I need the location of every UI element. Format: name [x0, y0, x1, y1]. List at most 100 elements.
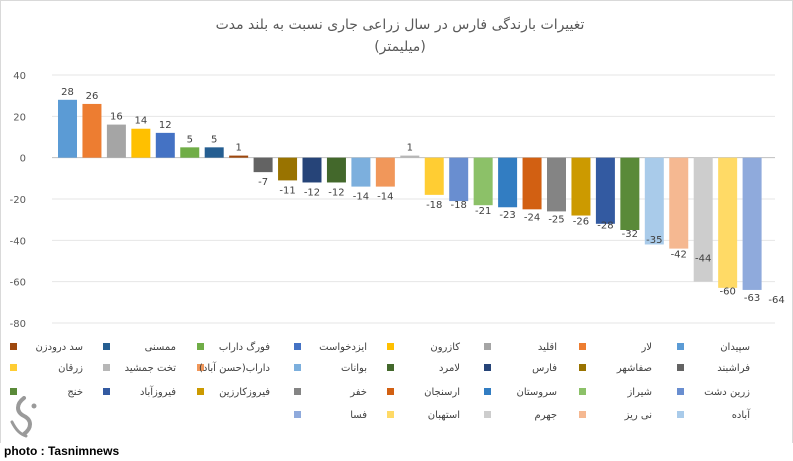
- bar: [82, 103, 102, 158]
- data-label: -21: [475, 206, 491, 217]
- y-tick-label: -20: [10, 195, 26, 206]
- legend-entry: ایزدخواست: [294, 342, 367, 353]
- bar: [620, 157, 640, 230]
- y-tick-label: -40: [10, 236, 26, 247]
- legend: سپیدان لار اقلید کازرون ایزدخواست فورگ داراب م…: [10, 340, 751, 421]
- legend-swatch: [677, 388, 684, 395]
- legend-swatch: [103, 343, 110, 350]
- legend-swatch: [579, 364, 586, 371]
- legend-entry: اقلید: [484, 342, 557, 353]
- legend-swatch: [10, 388, 17, 395]
- bar: [302, 157, 322, 183]
- legend-entry: جهرم: [484, 410, 557, 421]
- bar: [742, 157, 762, 290]
- data-label: -18: [451, 200, 467, 211]
- legend-label: خنج: [67, 387, 83, 398]
- bar: [400, 155, 420, 158]
- legend-label: فراشبند: [717, 363, 750, 374]
- bar: [498, 157, 518, 208]
- legend-entry: کازرون: [387, 342, 460, 353]
- legend-swatch: [103, 388, 110, 395]
- legend-entry: لار: [579, 342, 652, 353]
- legend-entry: سپیدان: [677, 342, 750, 353]
- legend-entry: زرین دشت: [677, 387, 750, 398]
- legend-entry: فارس: [484, 363, 557, 374]
- legend-swatch: [387, 343, 394, 350]
- legend-entry: لامرد: [387, 363, 460, 374]
- data-labels: 28 26 16 14 12 5 5 1 -7 -11 -12 -12 -14 -14 1 -18 -18 -21…: [61, 87, 785, 306]
- legend-swatch: [579, 343, 586, 350]
- bar: [718, 157, 738, 288]
- photo-credit-bar: photo : Tasnimnews: [0, 443, 793, 461]
- legend-entry: آباده: [677, 408, 751, 421]
- legend-swatch: [197, 343, 204, 350]
- data-label: -7: [258, 177, 268, 188]
- y-axis-ticks: 40 20 0 -20 -40 -60 -80: [10, 71, 26, 330]
- data-label: 5: [187, 134, 193, 145]
- legend-swatch: [484, 388, 491, 395]
- legend-entry: داراب(حسن آباد): [197, 361, 270, 374]
- legend-swatch: [484, 343, 491, 350]
- chart-subtitle: (میلیمتر): [374, 39, 426, 55]
- data-label: 16: [110, 112, 123, 123]
- data-label: -42: [671, 249, 687, 260]
- legend-label: زرقان: [58, 363, 83, 374]
- legend-label: کازرون: [430, 342, 460, 353]
- legend-label: سد درودزن: [35, 342, 83, 353]
- data-label: -23: [499, 210, 515, 221]
- bar: [669, 157, 689, 249]
- data-label: 26: [86, 91, 99, 102]
- data-label: -28: [597, 221, 613, 232]
- y-tick-label: 20: [13, 112, 26, 123]
- legend-entry: ارسنجان: [387, 387, 460, 398]
- bar: [278, 157, 298, 181]
- data-label: -14: [377, 192, 393, 203]
- legend-label: فورگ داراب: [219, 340, 270, 353]
- bar: [326, 157, 346, 183]
- legend-entry: صفاشهر: [579, 363, 652, 374]
- legend-entry: ممسنی: [103, 342, 176, 353]
- legend-swatch: [294, 364, 301, 371]
- legend-entry: فیروزآباد: [103, 385, 176, 398]
- legend-label: شیراز: [626, 387, 652, 398]
- legend-swatch: [10, 343, 17, 350]
- tasnim-logo-watermark: [10, 396, 37, 438]
- legend-label: فارس: [532, 363, 557, 374]
- data-label: -26: [573, 216, 589, 227]
- legend-entry: فورگ داراب: [197, 340, 270, 353]
- data-label: -18: [426, 200, 442, 211]
- legend-swatch: [387, 364, 394, 371]
- legend-label: بوانات: [341, 363, 367, 374]
- legend-entry: استهبان: [387, 410, 460, 421]
- bar: [693, 157, 713, 282]
- legend-label: زرین دشت: [704, 387, 750, 398]
- legend-entry: خنج: [10, 387, 83, 398]
- bar: [155, 132, 175, 158]
- data-label: -32: [622, 229, 638, 240]
- legend-entry: فیروزکارزین: [197, 387, 270, 398]
- legend-label: سپیدان: [720, 342, 750, 353]
- bar: [351, 157, 371, 187]
- legend-entry: زرقان: [10, 363, 83, 374]
- data-label: -44: [695, 254, 711, 265]
- data-label: -12: [328, 187, 344, 198]
- legend-label: صفاشهر: [616, 363, 652, 374]
- legend-label: ممسنی: [145, 342, 176, 353]
- bar: [522, 157, 542, 210]
- data-label: -11: [279, 185, 295, 196]
- y-tick-label: -60: [10, 278, 26, 289]
- bar: [131, 128, 151, 158]
- photo-credit: photo : Tasnimnews: [4, 444, 120, 458]
- legend-entry: سد درودزن: [10, 342, 83, 353]
- bar: [180, 147, 200, 158]
- legend-swatch: [579, 411, 586, 418]
- bar: [424, 157, 444, 195]
- legend-label: ایزدخواست: [319, 342, 367, 353]
- data-label: 1: [407, 143, 413, 154]
- legend-entry: فراشبند: [677, 363, 750, 374]
- legend-label: فیروزآباد: [140, 385, 176, 398]
- legend-label: جهرم: [535, 410, 558, 421]
- data-label: -14: [353, 192, 369, 203]
- bar: [253, 157, 273, 173]
